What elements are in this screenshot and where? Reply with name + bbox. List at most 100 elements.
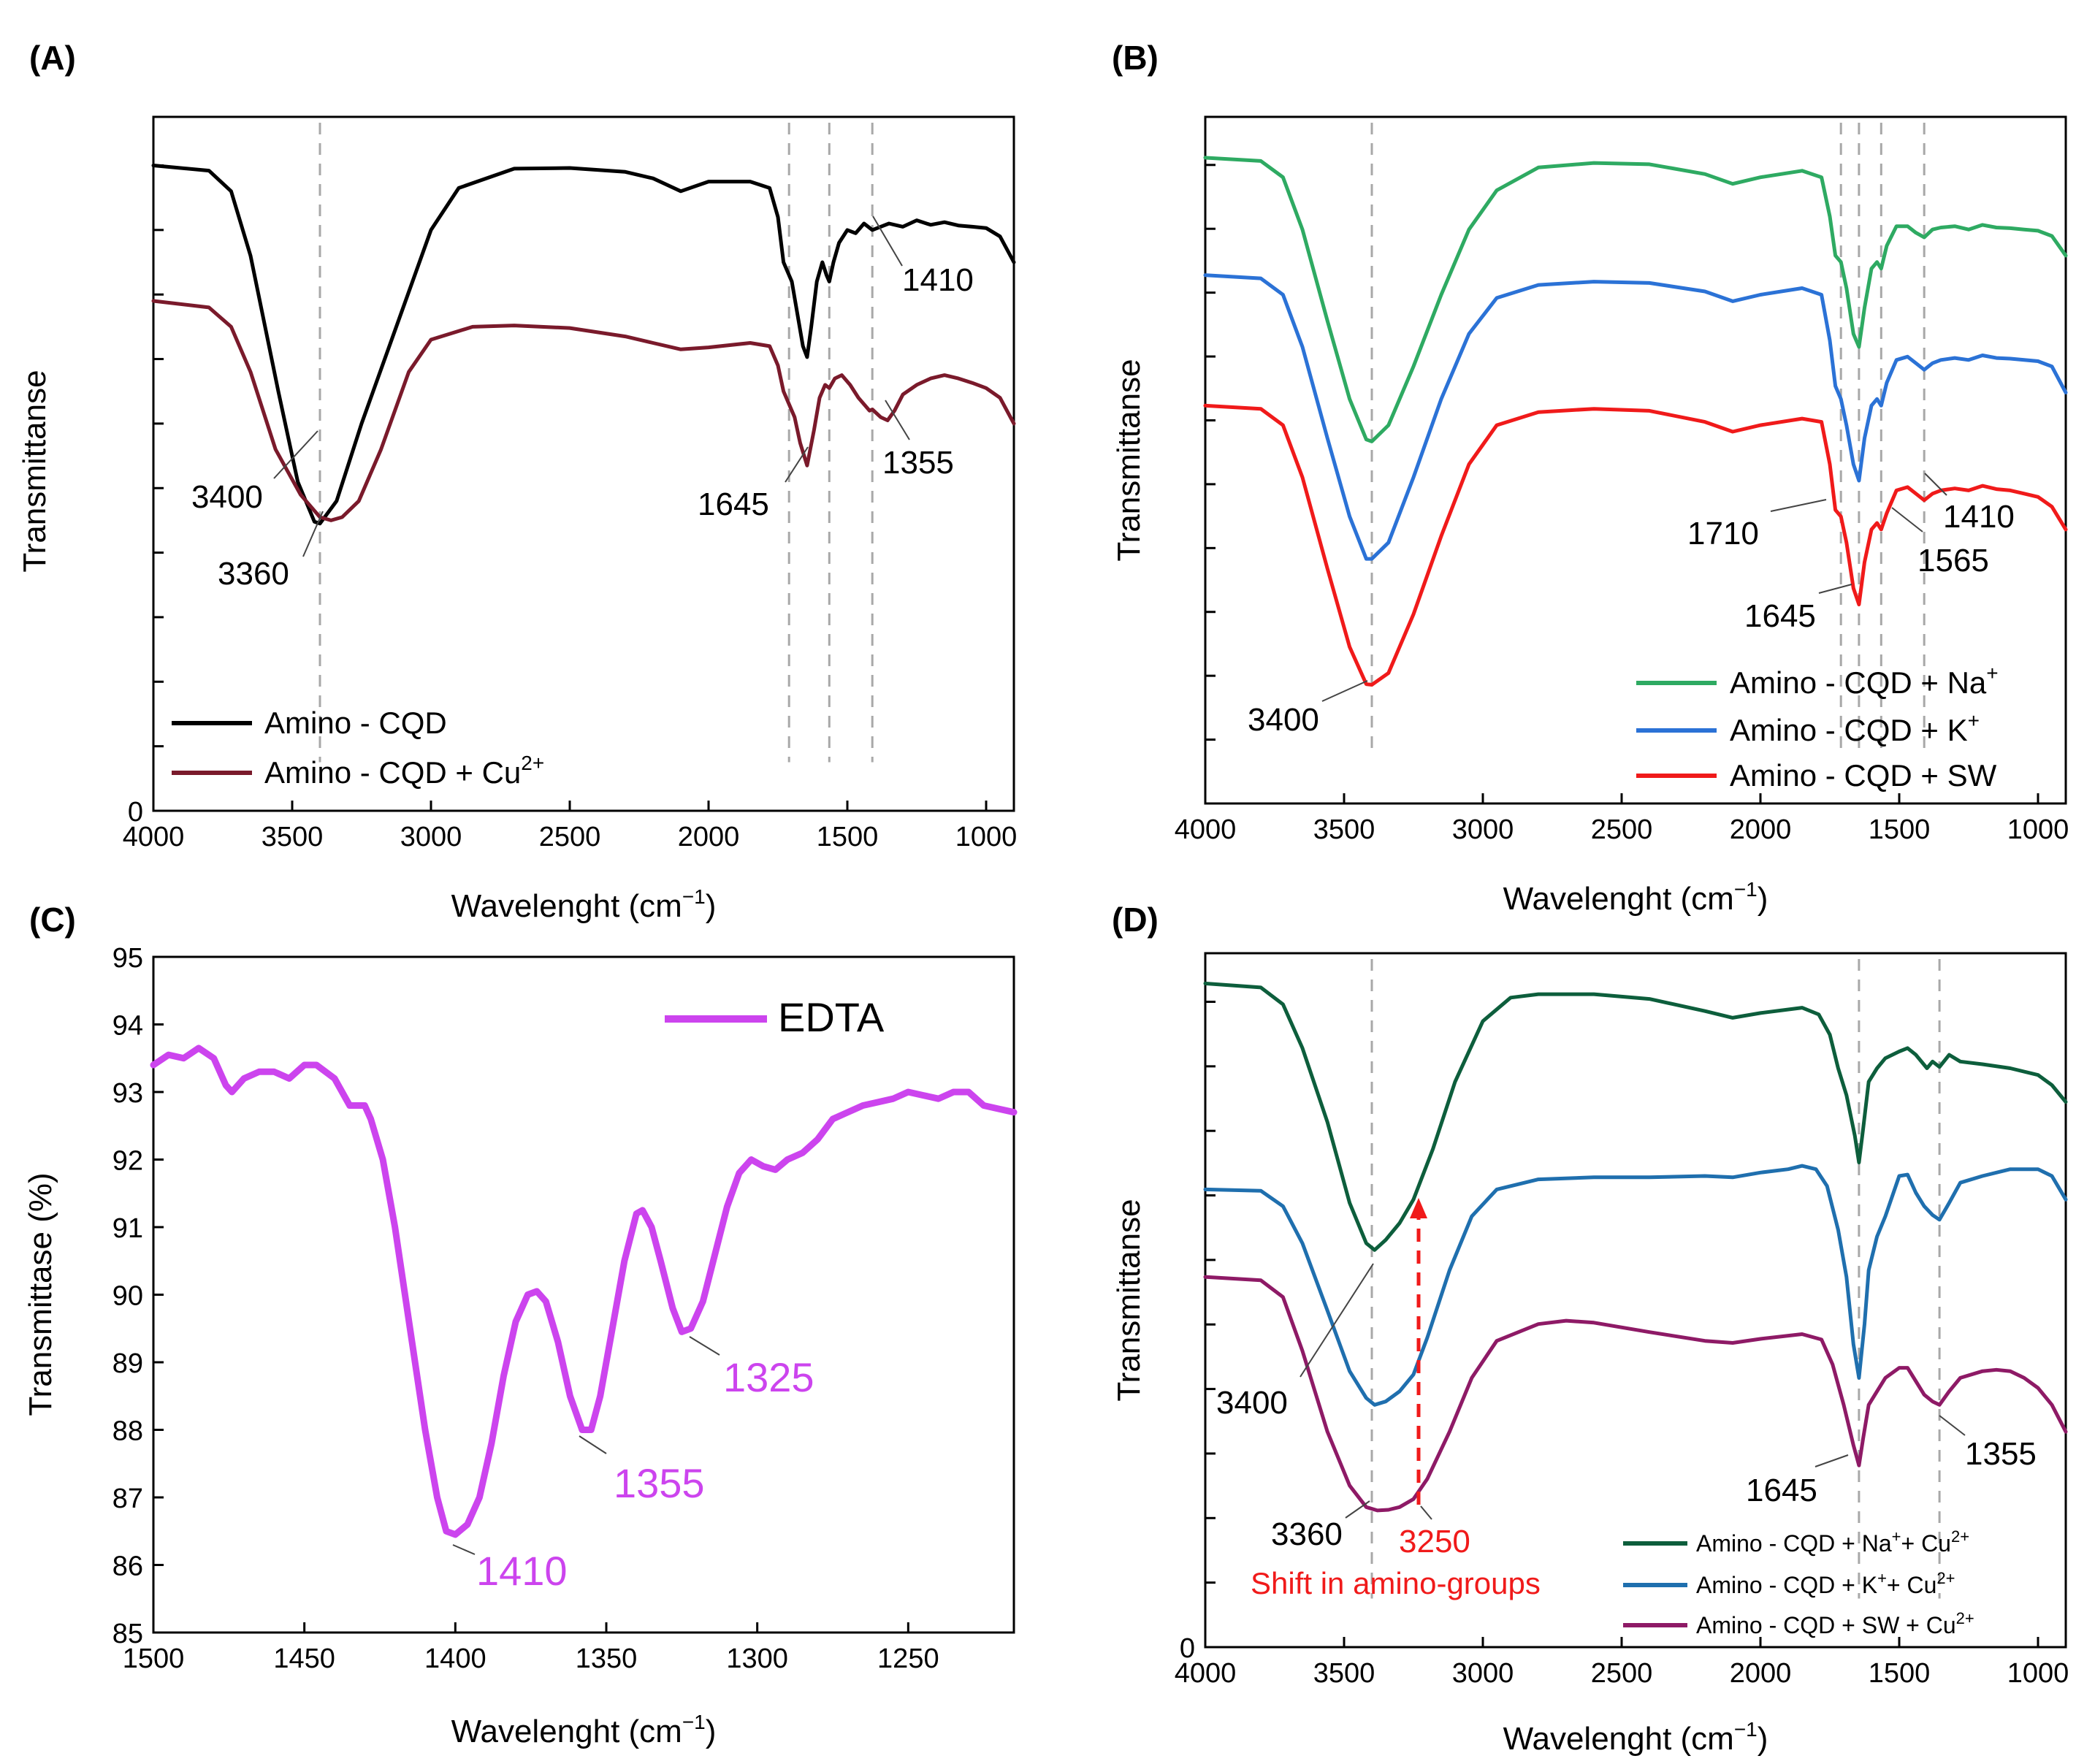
x-tick-label: 1350 bbox=[576, 1643, 638, 1674]
panel-b-label: (B) bbox=[1112, 39, 1159, 77]
legend-label-amino-cqd: Amino - CQD bbox=[264, 706, 447, 740]
x-tick-label: 3500 bbox=[1313, 1658, 1375, 1689]
x-tick-label: 1500 bbox=[1869, 814, 1931, 845]
annotation-leader-line bbox=[1770, 499, 1827, 512]
legend-label-na-cu: Amino - CQD + Na++ Cu2+ bbox=[1696, 1527, 1969, 1557]
annotation-3400: 3400 bbox=[1216, 1385, 1288, 1421]
annotation-3400: 3400 bbox=[191, 479, 263, 515]
panel-b-series bbox=[1203, 156, 2068, 687]
x-tick-label: 3000 bbox=[1452, 814, 1514, 845]
annotation-1410: 1410 bbox=[1943, 499, 2015, 535]
x-tick-label: 3000 bbox=[1452, 1658, 1514, 1689]
x-tick-label: 2000 bbox=[1730, 814, 1792, 845]
annotation-1410: 1410 bbox=[476, 1548, 568, 1594]
panel-c-label: (C) bbox=[29, 901, 76, 939]
x-tick-label: 3500 bbox=[262, 822, 324, 852]
x-tick-label: 4000 bbox=[123, 822, 185, 852]
x-tick-label: 1400 bbox=[424, 1643, 486, 1674]
y-tick-label: 89 bbox=[112, 1348, 143, 1379]
x-tick-label: 2500 bbox=[539, 822, 601, 852]
panel-c-plot-frame bbox=[152, 955, 1015, 1634]
x-tick-label: 3500 bbox=[1313, 814, 1375, 845]
legend-label-sw: Amino - CQD + SW bbox=[1730, 758, 1997, 793]
x-tick-label: 4000 bbox=[1175, 814, 1237, 845]
x-tick-label: 1250 bbox=[877, 1643, 939, 1674]
x-tick-label: 1500 bbox=[123, 1643, 185, 1674]
legend-label-amino-cqd-cu: Amino - CQD + Cu2+ bbox=[264, 752, 544, 790]
annotation-leader-line bbox=[785, 446, 809, 483]
annotation-leader-line bbox=[885, 400, 910, 440]
legend-label-na: Amino - CQD + Na+ bbox=[1730, 662, 1999, 700]
panel-c-y-axis-label: Transmittase (%) bbox=[23, 1172, 58, 1416]
annotation-leader-line bbox=[452, 1544, 476, 1555]
x-tick-label: 1500 bbox=[1869, 1658, 1931, 1689]
annotation-1410: 1410 bbox=[902, 262, 974, 298]
x-tick-label: 2000 bbox=[1730, 1658, 1792, 1689]
y-tick-label: 92 bbox=[112, 1146, 143, 1177]
panel-c: (C) 1500 1450 1400 1350 1300 1250 85 86 87 88 89 9… bbox=[23, 901, 1018, 1749]
panel-c-y-ticks: 85 86 87 88 89 90 91 92 93 94 95 bbox=[112, 943, 164, 1649]
panel-c-x-ticks: 1500 1450 1400 1350 1300 1250 bbox=[123, 1622, 939, 1674]
panel-b-x-ticks: 4000 3500 3000 2500 2000 1500 1000 bbox=[1175, 793, 2069, 845]
x-tick-label: 2500 bbox=[1591, 814, 1653, 845]
annotation-leader-line bbox=[1939, 1415, 1966, 1436]
annotation-shift-text: Shift in amino-groups bbox=[1251, 1566, 1541, 1600]
x-tick-label: 1000 bbox=[955, 822, 1018, 852]
panel-d-label: (D) bbox=[1112, 901, 1159, 939]
annotation-1355: 1355 bbox=[1965, 1436, 2037, 1472]
annotation-leader-line bbox=[1300, 1263, 1374, 1378]
panel-a-plot-frame bbox=[152, 115, 1015, 812]
y-tick-label: 86 bbox=[112, 1551, 143, 1582]
panel-b-y-ticks bbox=[1205, 164, 1216, 805]
x-tick-label: 4000 bbox=[1175, 1658, 1237, 1689]
panel-c-series bbox=[150, 1045, 1018, 1538]
panel-d-x-axis-label: Wavelenght (cm−1) bbox=[1503, 1718, 1768, 1757]
panel-a-series bbox=[151, 164, 1016, 526]
annotation-1355: 1355 bbox=[882, 445, 954, 481]
panel-d-plot-frame bbox=[1204, 952, 2067, 1649]
annotation-leader-line bbox=[273, 430, 318, 479]
annotation-shift-arrowhead bbox=[1410, 1198, 1427, 1218]
panel-a-x-ticks: 4000 3500 3000 2500 2000 1500 1000 bbox=[123, 801, 1018, 852]
legend-label-edta: EDTA bbox=[778, 994, 885, 1040]
y-tick-label: 91 bbox=[112, 1213, 143, 1244]
x-tick-label: 1500 bbox=[817, 822, 879, 852]
panel-b: (B) 4000 3500 3000 2500 2000 1500 1000 Wavelen… bbox=[1111, 39, 2069, 917]
annotation-1645: 1645 bbox=[698, 486, 769, 522]
panel-d-x-ticks: 4000 3500 3000 2500 2000 1500 1000 bbox=[1175, 1637, 2069, 1689]
y-tick-label: 95 bbox=[112, 943, 143, 974]
panel-a-vlines bbox=[318, 123, 874, 763]
series-line-0 bbox=[1203, 156, 2068, 443]
annotation-3400: 3400 bbox=[1248, 702, 1319, 738]
series-line-1 bbox=[151, 299, 1016, 522]
panel-a: (A) 4000 3500 3000 2500 2000 1500 1000 0 Wavel… bbox=[17, 39, 1017, 924]
panel-a-y-ticks: 0 bbox=[128, 164, 164, 828]
x-tick-label: 1300 bbox=[726, 1643, 788, 1674]
annotation-leader-line bbox=[1924, 473, 1947, 496]
panel-b-plot-frame bbox=[1204, 115, 2067, 805]
y-tick-label: 0 bbox=[1180, 1633, 1195, 1664]
series-line-1 bbox=[1203, 1164, 2068, 1407]
annotation-1325: 1325 bbox=[723, 1354, 814, 1400]
legend-label-k-cu: Amino - CQD + K++ Cu2+ bbox=[1696, 1569, 1955, 1598]
annotation-1645: 1645 bbox=[1746, 1473, 1817, 1508]
panel-d-y-ticks: 0 bbox=[1180, 1001, 1216, 1664]
annotation-leader-line bbox=[1814, 1454, 1849, 1467]
legend-label-sw-cu: Amino - CQD + SW + Cu2+ bbox=[1696, 1609, 1974, 1638]
annotation-leader-line bbox=[1420, 1505, 1432, 1520]
x-tick-label: 1000 bbox=[2007, 814, 2069, 845]
annotation-leader-line bbox=[579, 1435, 607, 1454]
series-line-0 bbox=[151, 164, 1016, 526]
x-tick-label: 2500 bbox=[1591, 1658, 1653, 1689]
panel-a-x-axis-label: Wavelenght (cm−1) bbox=[451, 885, 717, 924]
series-line-2 bbox=[1203, 403, 2068, 687]
annotation-leader-line bbox=[689, 1336, 720, 1356]
series-line-1 bbox=[1203, 273, 2068, 561]
panel-c-x-axis-label: Wavelenght (cm−1) bbox=[451, 1711, 717, 1749]
panel-b-vlines bbox=[1370, 123, 1926, 756]
series-line-0 bbox=[1203, 981, 2068, 1252]
annotation-leader-line bbox=[1321, 680, 1368, 702]
panel-d-series bbox=[1203, 981, 2068, 1513]
annotation-leader-line bbox=[1818, 584, 1852, 594]
